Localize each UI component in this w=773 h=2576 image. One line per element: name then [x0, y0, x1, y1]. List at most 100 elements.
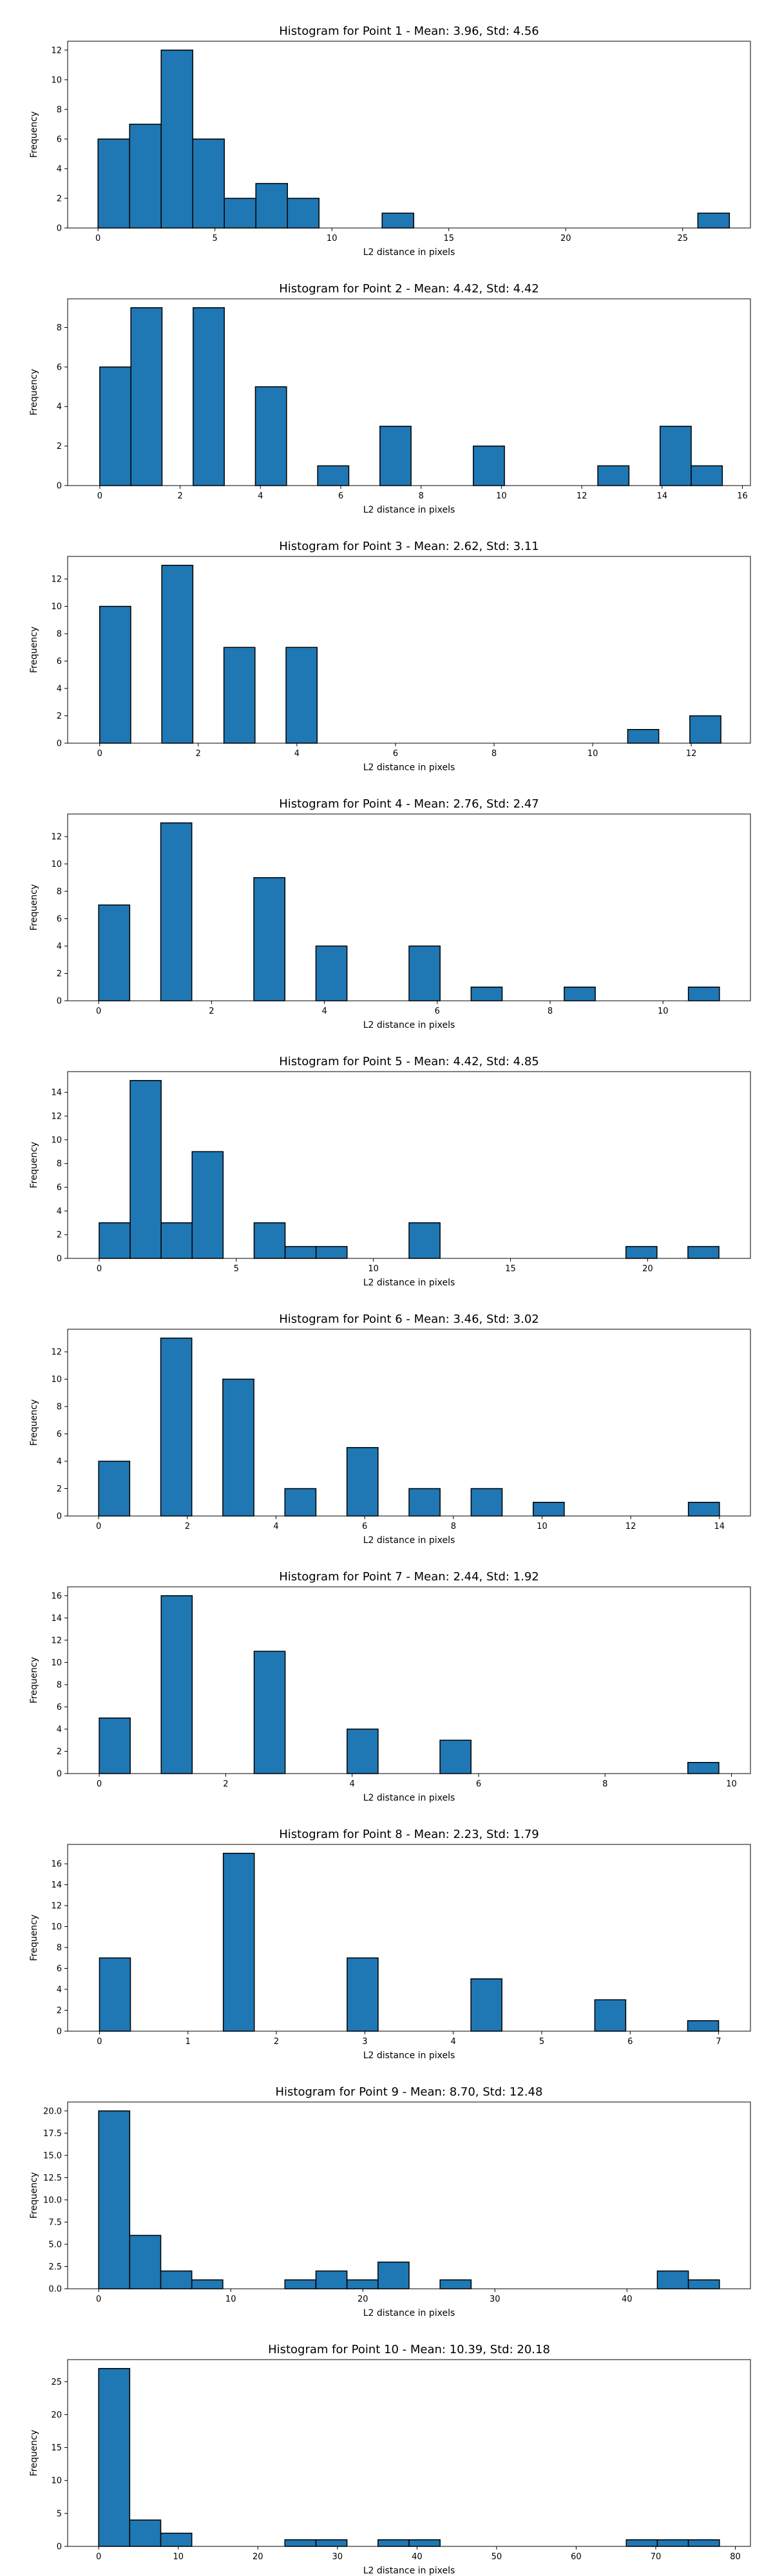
histogram-bar — [409, 946, 440, 1001]
histogram-bar — [626, 2540, 657, 2546]
y-tick-label: 4 — [57, 1457, 62, 1467]
x-tick-label: 6 — [338, 491, 343, 501]
y-tick-label: 6 — [57, 1430, 62, 1439]
histogram-bar — [256, 387, 287, 486]
x-tick-label: 12 — [577, 491, 587, 501]
x-tick-label: 0 — [96, 2295, 101, 2304]
x-tick-label: 10 — [225, 2295, 236, 2304]
histogram-bar — [285, 1247, 316, 1258]
x-tick-label: 16 — [737, 491, 748, 501]
histogram-bar — [688, 2021, 719, 2031]
y-axis-label: Frequency — [29, 884, 39, 931]
histogram-bar — [378, 2262, 409, 2289]
y-tick-label: 10 — [51, 75, 62, 85]
histogram-bar — [316, 1247, 347, 1258]
x-axis-label: L2 distance in pixels — [363, 505, 455, 515]
x-tick-label: 8 — [491, 749, 497, 759]
x-axis-label: L2 distance in pixels — [363, 2566, 455, 2576]
y-tick-label: 0 — [57, 2027, 62, 2037]
histogram-bar — [689, 2540, 720, 2546]
y-tick-label: 0 — [57, 997, 62, 1007]
chart-title: Histogram for Point 9 - Mean: 8.70, Std:… — [276, 2085, 543, 2099]
y-tick-label: 0 — [57, 1770, 62, 1779]
histogram-bar — [318, 466, 348, 486]
x-tick-label: 2 — [196, 749, 201, 759]
x-tick-label: 4 — [350, 1779, 355, 1789]
x-tick-label: 20 — [560, 234, 571, 243]
x-axis-label: L2 distance in pixels — [363, 247, 455, 258]
y-tick-label: 12 — [51, 1348, 62, 1358]
histogram-bar — [316, 2540, 347, 2546]
y-tick-label: 7.5 — [48, 2218, 62, 2228]
y-tick-label: 14 — [51, 1614, 62, 1624]
x-tick-label: 14 — [714, 1522, 725, 1531]
histogram-bar — [98, 139, 129, 228]
x-tick-label: 6 — [362, 1522, 367, 1531]
histogram-bar — [285, 1489, 316, 1516]
y-tick-label: 0 — [57, 224, 62, 234]
x-tick-label: 10 — [537, 1522, 548, 1531]
x-tick-label: 0 — [96, 2552, 101, 2562]
histogram-bar — [471, 1489, 502, 1516]
histogram-bar — [691, 466, 722, 486]
y-tick-label: 20.0 — [43, 2107, 62, 2116]
histogram-bar — [100, 607, 131, 743]
x-tick-label: 8 — [548, 1007, 553, 1016]
histogram-bar — [192, 2280, 223, 2289]
histogram-bar — [254, 878, 285, 1001]
x-tick-label: 2 — [209, 1007, 214, 1016]
x-tick-label: 30 — [332, 2552, 343, 2562]
x-tick-label: 50 — [491, 2552, 502, 2562]
histogram-bar — [347, 2280, 378, 2289]
histogram-bar — [286, 647, 317, 743]
plot-frame — [68, 1844, 750, 2031]
x-tick-label: 40 — [622, 2295, 633, 2304]
histogram-bar — [161, 1338, 192, 1516]
y-tick-label: 12 — [51, 575, 62, 585]
x-tick-label: 20 — [358, 2295, 368, 2304]
y-tick-label: 5 — [57, 2509, 62, 2519]
x-axis-label: L2 distance in pixels — [363, 2308, 455, 2318]
histogram-bar — [347, 1958, 378, 2031]
x-tick-label: 30 — [490, 2295, 501, 2304]
histogram-panel-6: Histogram for Point 6 - Mean: 3.46, Std:… — [29, 1312, 750, 1546]
y-tick-label: 2 — [57, 1484, 62, 1494]
histogram-bar — [99, 905, 129, 1001]
histogram-bar — [378, 2540, 409, 2546]
y-tick-label: 2 — [57, 1747, 62, 1757]
histogram-bar — [347, 1448, 378, 1516]
chart-title: Histogram for Point 8 - Mean: 2.23, Std:… — [279, 1828, 539, 1841]
x-tick-label: 20 — [642, 1264, 653, 1274]
histogram-bar — [690, 716, 721, 743]
y-tick-label: 14 — [51, 1880, 62, 1890]
x-tick-label: 8 — [451, 1522, 456, 1531]
histogram-panel-4: Histogram for Point 4 - Mean: 2.76, Std:… — [29, 797, 750, 1030]
x-tick-label: 0 — [96, 1007, 101, 1016]
chart-title: Histogram for Point 3 - Mean: 2.62, Std:… — [279, 540, 539, 553]
histogram-bar — [657, 2540, 688, 2546]
histogram-bar — [688, 1247, 719, 1258]
y-tick-label: 2 — [57, 1231, 62, 1240]
y-tick-label: 0.0 — [48, 2285, 62, 2295]
histogram-bar — [347, 1729, 378, 1774]
y-tick-label: 14 — [51, 1088, 62, 1098]
x-tick-label: 10 — [327, 234, 338, 243]
x-tick-label: 1 — [186, 2037, 191, 2047]
histogram-bar — [193, 308, 224, 486]
histogram-bar — [161, 2271, 192, 2289]
histogram-panel-8: Histogram for Point 8 - Mean: 2.23, Std:… — [29, 1828, 750, 2061]
histogram-bar — [698, 213, 729, 228]
y-tick-label: 10 — [51, 602, 62, 612]
histogram-bar — [409, 1223, 440, 1258]
histogram-bar — [99, 1461, 129, 1516]
y-tick-label: 0 — [57, 1255, 62, 1264]
histogram-bar — [162, 565, 193, 743]
y-tick-label: 8 — [57, 323, 62, 333]
x-tick-label: 15 — [505, 1264, 516, 1274]
y-axis-label: Frequency — [29, 2172, 39, 2219]
x-tick-label: 3 — [362, 2037, 367, 2047]
histogram-bar — [533, 1502, 564, 1516]
x-tick-label: 7 — [716, 2037, 721, 2047]
y-tick-label: 10 — [51, 1375, 62, 1385]
histogram-bar — [564, 987, 595, 1001]
